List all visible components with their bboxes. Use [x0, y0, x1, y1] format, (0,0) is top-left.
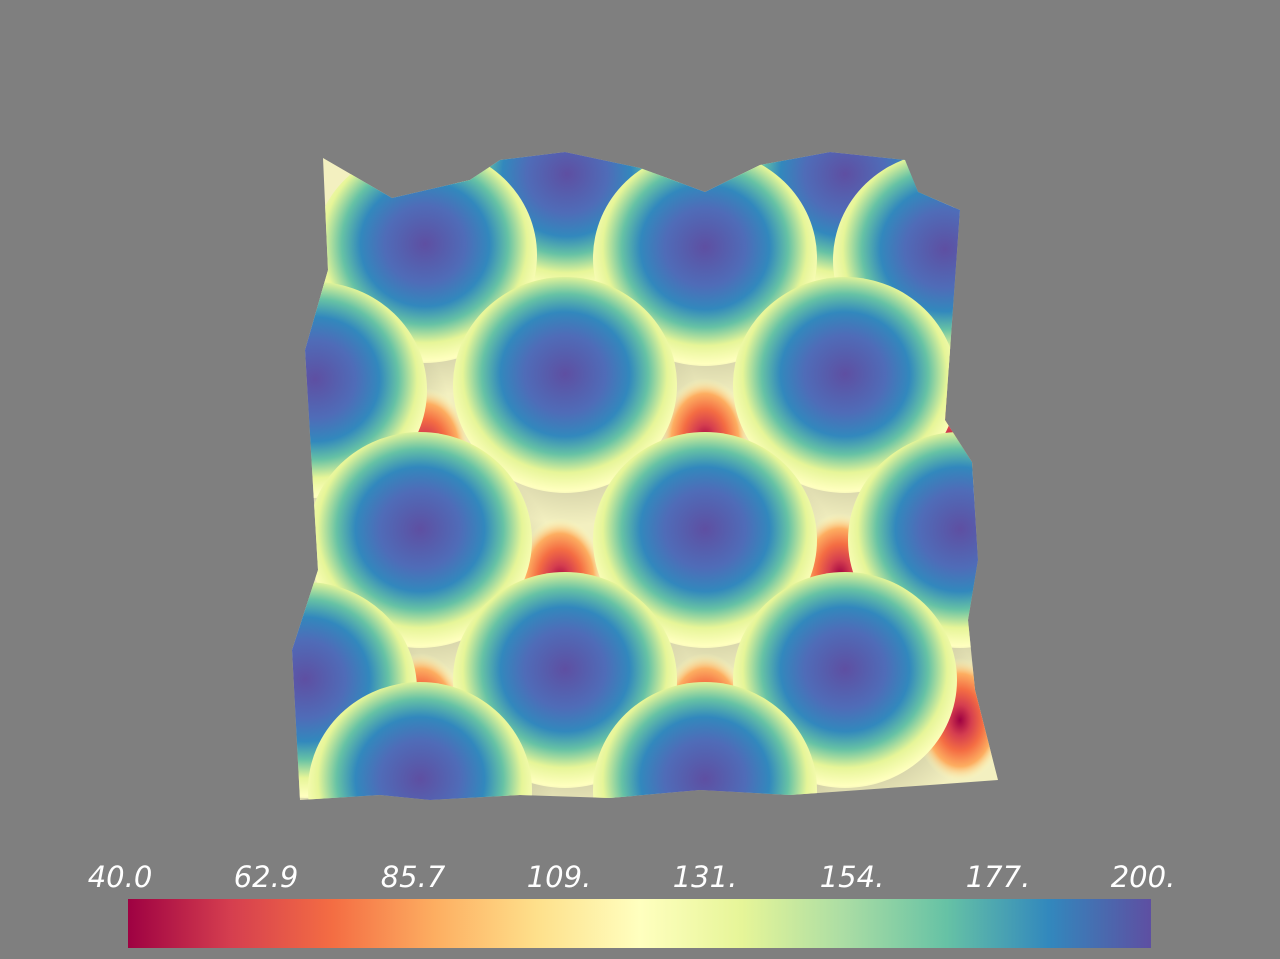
- scalar-bar-tick-label: 200.: [1110, 860, 1176, 894]
- scalar-bar-tick-label: 62.9: [233, 860, 299, 894]
- scalar-bar-tick-label: 109.: [526, 860, 592, 894]
- surface-peak: [308, 432, 532, 648]
- surface-mesh: [292, 152, 998, 800]
- surface-peaks: [292, 152, 998, 800]
- scalar-bar-tick-label: 154.: [819, 860, 885, 894]
- scalar-bar-tick-label: 177.: [965, 860, 1031, 894]
- surface-peak: [593, 432, 817, 648]
- surface-peak: [733, 277, 957, 493]
- surface-peak: [593, 152, 817, 366]
- scalar-bar-tick-label: 40.0: [87, 860, 153, 894]
- surface-peak: [593, 682, 817, 800]
- scalar-bar-tick-label: 131.: [672, 860, 738, 894]
- scalar-bar-tick-label: 85.7: [380, 860, 446, 894]
- surface-peak: [453, 277, 677, 493]
- scalar-bar-gradient: [128, 899, 1151, 948]
- surface-peak: [308, 682, 532, 800]
